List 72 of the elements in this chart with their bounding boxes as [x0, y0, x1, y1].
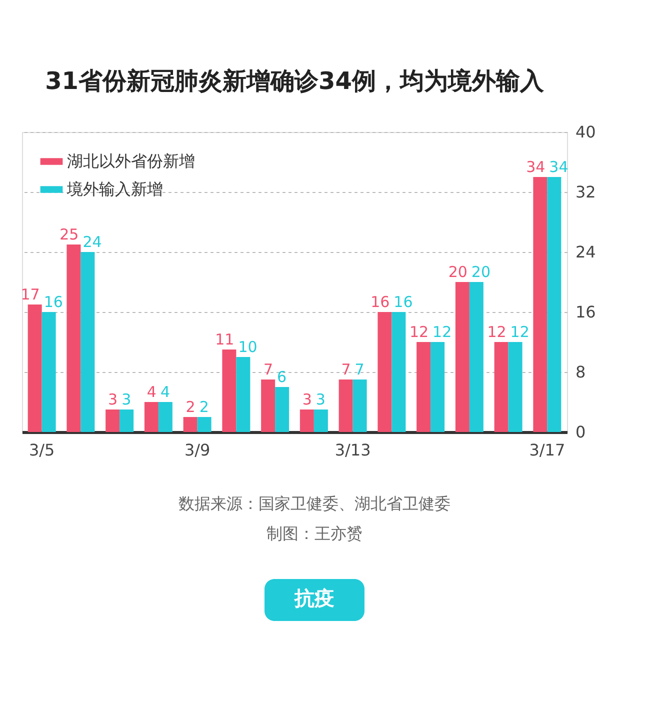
data-label: 10 [238, 338, 258, 356]
data-label: 4 [146, 383, 156, 401]
bar [314, 410, 328, 432]
x-tick-label: 3/5 [28, 440, 55, 460]
bar [378, 312, 392, 432]
y-tick-label: 40 [576, 122, 596, 142]
data-label: 25 [60, 226, 79, 244]
bar [222, 350, 236, 432]
bar [533, 177, 548, 432]
text: 抗疫 [294, 586, 334, 610]
bar [469, 282, 484, 432]
y-tick-label: 24 [576, 242, 596, 262]
x-tick-label: 3/13 [334, 440, 371, 460]
data-label: 17 [20, 286, 40, 304]
data-label: 2 [199, 398, 209, 416]
data-label: 24 [82, 233, 102, 251]
bar [494, 342, 508, 432]
data-label: 16 [394, 293, 413, 311]
data-label: 7 [341, 360, 351, 378]
data-label: 2 [186, 398, 196, 416]
data-label: 12 [409, 323, 429, 341]
bar [183, 417, 198, 432]
bar [28, 304, 42, 432]
bar [430, 342, 445, 432]
data-label: 3 [122, 390, 132, 408]
legend-label: 境外输入新增 [66, 180, 163, 198]
data-label: 3 [108, 390, 118, 408]
text: 制图：王亦赟 [266, 524, 362, 543]
bar [261, 380, 276, 432]
y-tick-label: 32 [576, 182, 596, 202]
bar [547, 177, 562, 432]
data-label: 20 [448, 263, 468, 281]
data-label: 16 [370, 293, 390, 311]
data-label: 12 [487, 323, 506, 341]
data-label: 4 [160, 383, 170, 401]
data-label: 34 [549, 158, 568, 176]
x-tick-label: 3/17 [529, 440, 566, 460]
data-label: 3 [316, 390, 326, 408]
data-label: 7 [264, 360, 274, 378]
bar [338, 380, 353, 432]
bar [300, 410, 314, 432]
bar [416, 342, 431, 432]
data-label: 11 [215, 330, 234, 348]
y-tick-label: 16 [576, 302, 596, 322]
data-label: 20 [471, 263, 491, 281]
data-label: 12 [510, 323, 530, 341]
bar [120, 410, 134, 432]
x-tick-label: 3/9 [184, 440, 210, 460]
data-label: 16 [44, 293, 63, 311]
source-note: 数据来源：国家卫健委、湖北省卫健委 [178, 494, 450, 513]
bar [508, 342, 522, 432]
bar [455, 282, 470, 432]
bar [275, 387, 290, 432]
y-tick-label: 8 [576, 362, 586, 382]
legend-label: 湖北以外省份新增 [67, 152, 195, 170]
bar [66, 244, 81, 432]
bar [144, 402, 158, 432]
data-label: 3 [302, 390, 312, 408]
data-label: 6 [277, 368, 287, 386]
bar [106, 410, 120, 432]
data-label: 12 [432, 323, 452, 341]
bar [42, 312, 56, 432]
bar [197, 417, 212, 432]
bar [80, 252, 95, 432]
chart-title: 31省份新冠肺炎新增确诊34例，均为境外输入 [45, 67, 545, 95]
bar [352, 380, 367, 432]
data-label: 34 [526, 158, 546, 176]
bar [392, 312, 406, 432]
bar [158, 402, 172, 432]
y-tick-label: 0 [576, 422, 586, 442]
data-label: 7 [354, 360, 364, 378]
bar [236, 357, 250, 432]
